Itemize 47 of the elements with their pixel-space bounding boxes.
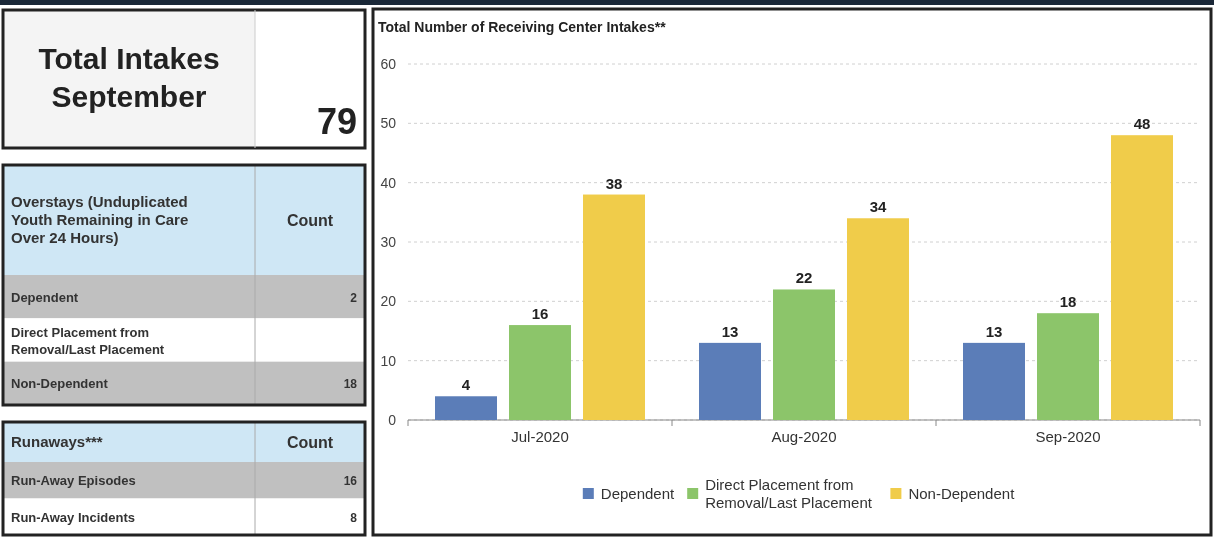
data-label: 48 [1133, 115, 1151, 133]
data-label: 38 [605, 174, 623, 192]
y-tick-label: 0 [388, 412, 397, 428]
data-label: 22 [795, 269, 813, 287]
data-label: 2 [350, 290, 358, 305]
x-tick-label: Sep-2020 [1035, 428, 1101, 445]
text: Count [286, 434, 334, 451]
data-label: 34 [869, 198, 887, 216]
category-label: Run-Away Incidents [11, 509, 136, 525]
y-tick-label: 60 [380, 56, 397, 72]
bar [699, 342, 761, 420]
legend-label: Dependent [600, 485, 676, 502]
category-label: Run-Away Episodes [11, 473, 136, 489]
data-label: 4 [461, 376, 471, 394]
bar [1111, 135, 1173, 420]
legend-label: Non-Dependent [908, 485, 1016, 502]
data-label: 16 [531, 305, 549, 323]
data-label: 8 [350, 510, 358, 525]
category-label: Dependent [11, 289, 79, 305]
y-tick-label: 30 [380, 234, 397, 250]
y-tick-label: 20 [380, 293, 397, 310]
bar [583, 194, 645, 420]
bar [773, 289, 835, 420]
category-label: Non-Dependent [11, 376, 109, 392]
text: Overstays (Unduplicated Youth Remaining in Care Over 24 Hours) [11, 193, 189, 246]
data-label: 18 [343, 377, 358, 392]
y-tick-label: 40 [380, 174, 397, 191]
data-label: 18 [1059, 293, 1077, 311]
x-tick-label: Aug-2020 [771, 428, 837, 445]
data-label: 13 [721, 322, 739, 340]
text: Total Intakes September [38, 42, 220, 113]
x-tick-label: Jul-2020 [511, 428, 569, 445]
legend-label: Direct Placement from Removal/Last Placement [705, 476, 873, 511]
data-label: 16 [343, 474, 358, 489]
text: Count [286, 212, 334, 229]
chart-title: Total Number of Receiving Center Intakes** [378, 19, 667, 35]
y-tick-label: 50 [380, 115, 397, 132]
data-label: 13 [985, 322, 1003, 340]
y-tick-label: 10 [380, 352, 397, 369]
bar [963, 342, 1025, 420]
data-label: 79 [316, 101, 357, 142]
bar [1037, 313, 1099, 420]
bar [847, 218, 909, 420]
text: Runaways*** [11, 433, 103, 450]
bar [435, 396, 497, 420]
bar [509, 325, 571, 420]
category-label: Direct Placement from Removal/Last Placement [11, 325, 165, 357]
